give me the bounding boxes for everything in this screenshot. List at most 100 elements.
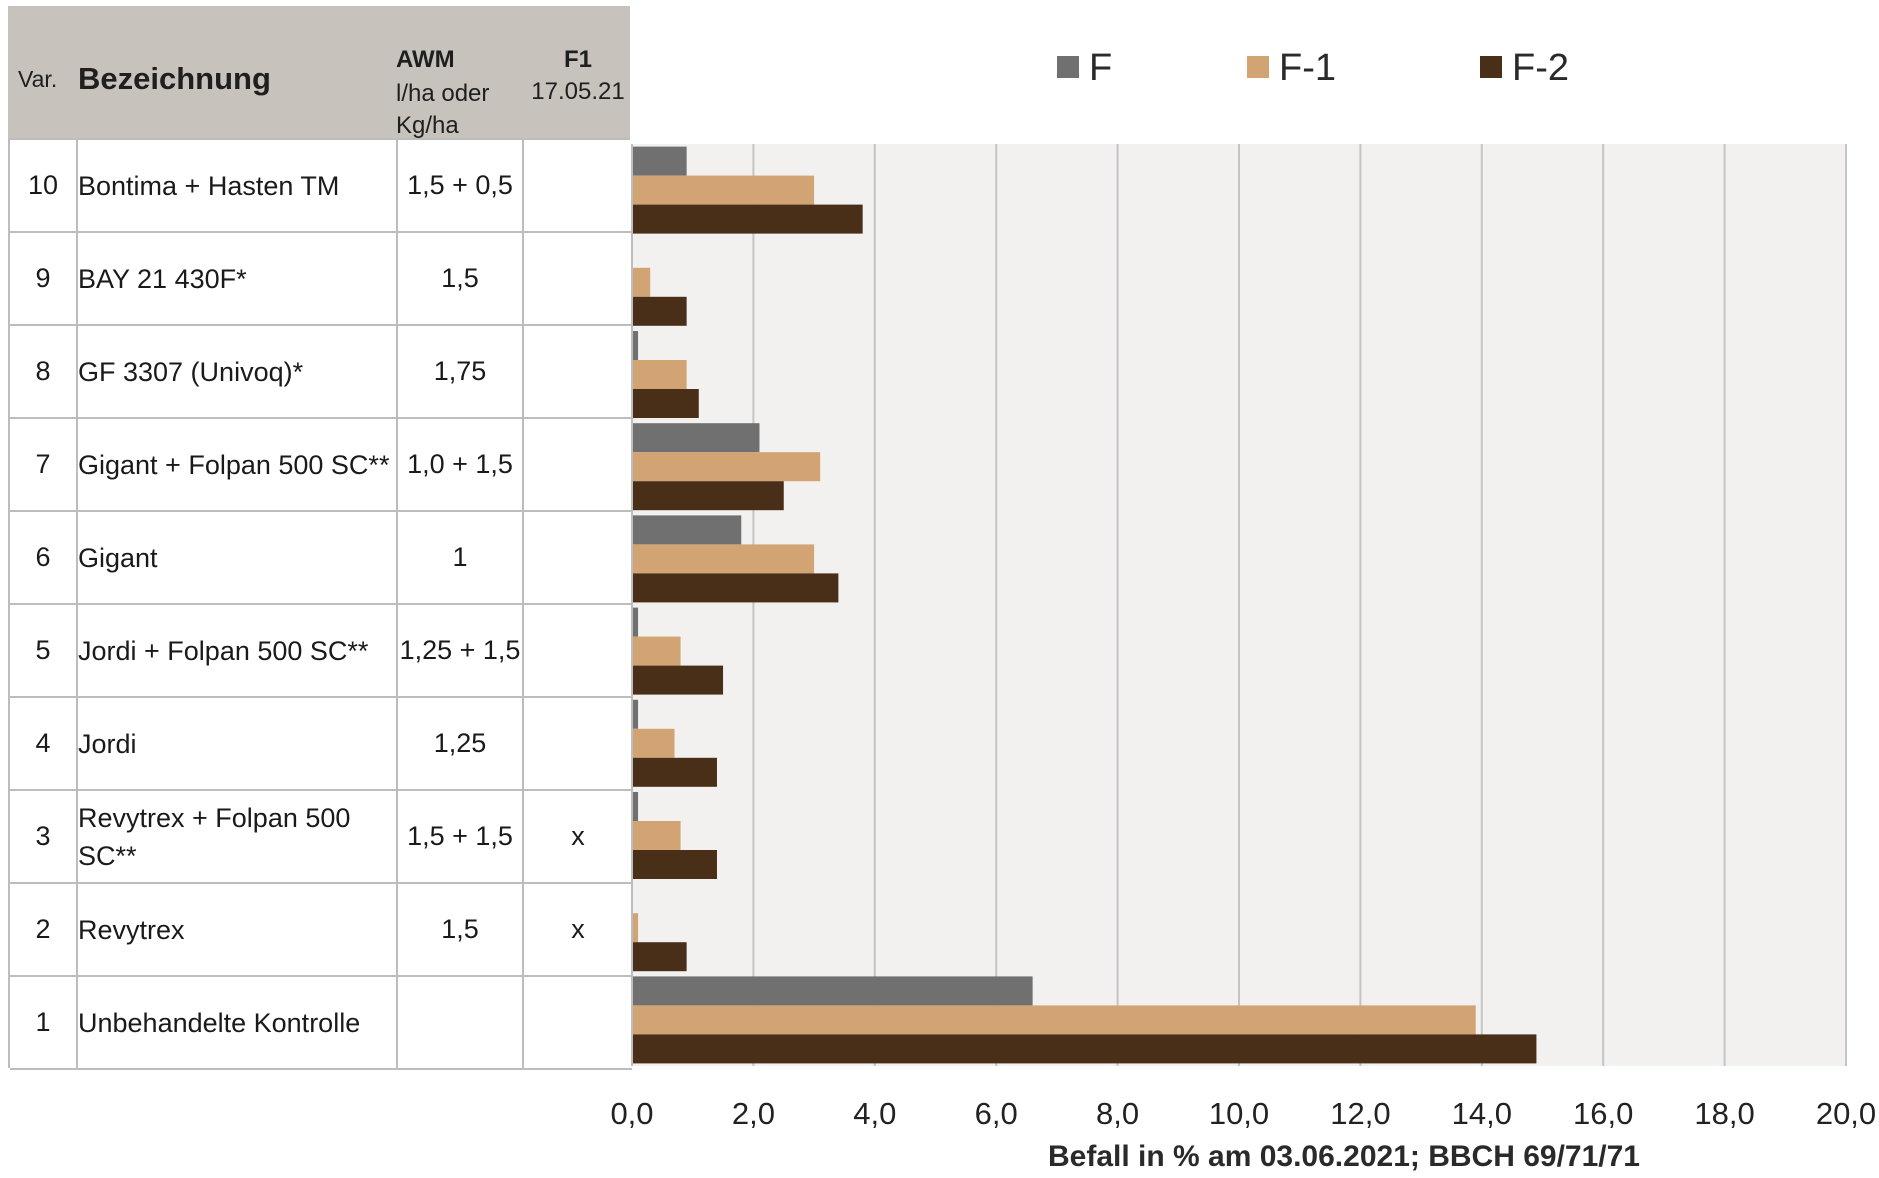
- bar: [632, 1034, 1537, 1064]
- x-tick-label: 12,0: [1330, 1096, 1390, 1131]
- column-divider: [76, 512, 78, 603]
- bar: [632, 204, 863, 234]
- row-awm: 1,25: [433, 728, 487, 758]
- row-name: Bontima + Hasten TM: [78, 170, 340, 201]
- row-var: 6: [35, 542, 51, 572]
- bar: [632, 665, 724, 695]
- bar: [632, 757, 717, 787]
- column-divider: [396, 884, 398, 975]
- column-divider: [522, 140, 524, 231]
- table-row: 8 GF 3307 (Univoq)* 1,75: [10, 326, 632, 419]
- column-divider: [522, 326, 524, 417]
- x-tick-label: 6,0: [975, 1096, 1018, 1131]
- row-awm: 1,5 + 1,5: [407, 821, 513, 851]
- column-divider: [396, 512, 398, 603]
- bar: [632, 452, 821, 482]
- x-axis-title: Befall in % am 03.06.2021; BBCH 69/71/71: [1048, 1140, 1640, 1173]
- column-divider: [396, 140, 398, 231]
- row-var: 10: [27, 170, 59, 200]
- header-f1-date: 17.05.21: [531, 78, 625, 105]
- x-tick-label: 20,0: [1816, 1096, 1876, 1131]
- row-name: Revytrex: [78, 914, 185, 945]
- table-row: 4 Jordi 1,25: [10, 698, 632, 791]
- x-tick-label: 10,0: [1209, 1096, 1269, 1131]
- column-divider: [76, 791, 78, 882]
- header-bezeichnung: Bezeichnung: [78, 61, 271, 96]
- bar: [632, 942, 687, 972]
- bar: [632, 423, 760, 453]
- column-divider: [522, 791, 524, 882]
- column-divider: [396, 977, 398, 1068]
- bar: [632, 821, 681, 850]
- row-f1: x: [571, 821, 585, 851]
- bar: [632, 360, 687, 389]
- row-name: Unbehandelte Kontrolle: [78, 1007, 361, 1038]
- header-awm-unit: l/ha oder Kg/ha: [396, 78, 516, 142]
- row-f1: x: [571, 914, 585, 944]
- legend-swatch: [1057, 56, 1079, 78]
- row-name: Jordi + Folpan 500 SC**: [78, 635, 369, 666]
- column-divider: [396, 698, 398, 789]
- bar: [632, 792, 639, 821]
- header-awm-unit-line1: l/ha oder: [396, 80, 490, 107]
- bar: [632, 976, 1033, 1006]
- row-var: 5: [35, 635, 51, 665]
- bar: [632, 850, 717, 879]
- row-name: Gigant + Folpan 500 SC**: [78, 449, 390, 480]
- bar: [632, 267, 651, 297]
- column-divider: [522, 884, 524, 975]
- column-divider: [522, 512, 524, 603]
- column-divider: [522, 605, 524, 696]
- column-divider: [396, 605, 398, 696]
- x-tick-label: 18,0: [1694, 1096, 1754, 1131]
- row-name: Jordi: [78, 728, 137, 759]
- column-divider: [76, 698, 78, 789]
- column-divider: [396, 233, 398, 324]
- table-row: 10 Bontima + Hasten TM 1,5 + 0,5: [10, 140, 632, 233]
- row-name: Gigant: [78, 542, 158, 573]
- header-f1: F1: [563, 46, 592, 73]
- bar: [632, 607, 639, 637]
- row-awm: 1,25 + 1,5: [399, 635, 521, 665]
- column-divider: [76, 605, 78, 696]
- bar: [632, 515, 742, 545]
- x-tick-label: 2,0: [732, 1096, 775, 1131]
- column-divider: [76, 977, 78, 1068]
- column-divider: [396, 791, 398, 882]
- legend-label: F-2: [1512, 47, 1569, 89]
- table-row: 1 Unbehandelte Kontrolle: [10, 977, 632, 1070]
- bar: [632, 146, 687, 176]
- row-awm: 1,0 + 1,5: [407, 449, 513, 479]
- column-divider: [76, 326, 78, 417]
- table-row: 6 Gigant 1: [10, 512, 632, 605]
- legend-label: F-1: [1279, 47, 1336, 89]
- bar: [632, 728, 675, 758]
- legend-swatch: [1480, 56, 1502, 78]
- table-body: 10 Bontima + Hasten TM 1,5 + 0,5 9 BAY 21 43…: [8, 138, 632, 1070]
- bar: [632, 296, 687, 326]
- column-divider: [522, 233, 524, 324]
- column-divider: [396, 326, 398, 417]
- table-row: 3 Revytrex + Folpan 500 SC** 1,5 + 1,5 x: [10, 791, 632, 884]
- bar: [632, 389, 699, 418]
- bar: [632, 544, 815, 574]
- column-divider: [76, 233, 78, 324]
- bar: [632, 331, 639, 360]
- column-divider: [76, 140, 78, 231]
- row-var: 8: [35, 356, 51, 386]
- row-var: 7: [35, 449, 51, 479]
- legend-label: F: [1089, 47, 1112, 89]
- table-row: 2 Revytrex 1,5 x: [10, 884, 632, 977]
- table-row: 9 BAY 21 430F* 1,5: [10, 233, 632, 326]
- header-var: Var.: [18, 66, 58, 92]
- column-divider: [522, 977, 524, 1068]
- bar: [632, 481, 784, 511]
- row-name: Revytrex + Folpan 500 SC**: [78, 802, 351, 871]
- bar: [632, 699, 639, 729]
- row-var: 9: [35, 263, 51, 293]
- row-awm: 1,5: [441, 914, 479, 944]
- bar: [632, 1005, 1476, 1035]
- row-name: BAY 21 430F*: [78, 263, 247, 294]
